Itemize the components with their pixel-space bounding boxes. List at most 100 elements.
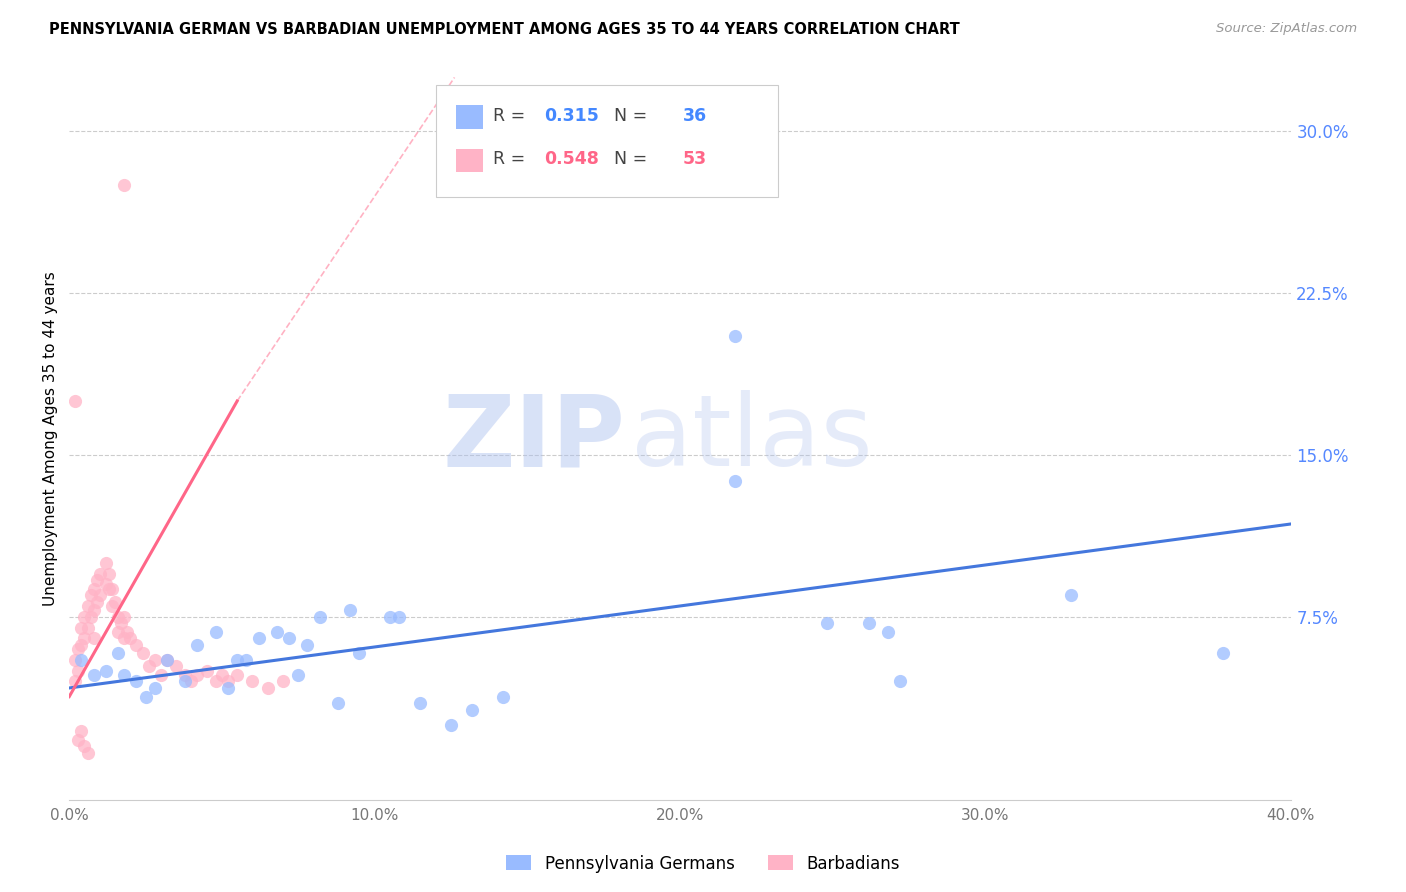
Point [278, 632, 301, 646]
Point [76, 599, 98, 613]
Text: N =: N = [603, 150, 652, 168]
Point [94, 556, 117, 570]
Point [94, 577, 117, 591]
Point [86, 595, 108, 609]
Y-axis label: Unemployment Among Ages 35 to 44 years: Unemployment Among Ages 35 to 44 years [44, 271, 58, 607]
Point [271, 674, 294, 689]
Point [297, 638, 319, 652]
Point [378, 609, 401, 624]
Point [287, 668, 309, 682]
Point [143, 681, 166, 695]
Point [135, 690, 157, 704]
Point [226, 653, 249, 667]
Point [67, 732, 90, 747]
Point [1212, 647, 1234, 661]
Point [94, 664, 117, 678]
Text: N =: N = [603, 107, 652, 125]
Point [349, 647, 371, 661]
Point [70, 638, 93, 652]
Point [174, 668, 197, 682]
Point [724, 474, 747, 488]
Point [65, 653, 87, 667]
Point [195, 664, 218, 678]
Point [101, 599, 124, 613]
Point [143, 653, 166, 667]
Point [266, 624, 288, 639]
Point [97, 582, 120, 596]
Point [180, 674, 202, 689]
Point [65, 674, 87, 689]
Point [83, 603, 105, 617]
Point [815, 616, 838, 631]
Point [107, 609, 129, 624]
Point [70, 653, 93, 667]
Point [112, 668, 135, 682]
Point [120, 632, 142, 646]
Point [70, 621, 93, 635]
Point [156, 653, 179, 667]
Point [101, 582, 124, 596]
Point [235, 653, 257, 667]
Point [226, 668, 249, 682]
Point [242, 674, 264, 689]
Point [107, 624, 129, 639]
Point [876, 624, 898, 639]
Point [217, 674, 239, 689]
Text: 0.548: 0.548 [544, 150, 599, 168]
Point [204, 624, 226, 639]
Point [724, 329, 747, 343]
Point [1060, 588, 1083, 602]
Text: 36: 36 [682, 107, 706, 125]
Point [156, 653, 179, 667]
Point [186, 668, 208, 682]
Point [112, 178, 135, 193]
Text: 0.315: 0.315 [544, 107, 599, 125]
Point [107, 647, 129, 661]
Point [247, 632, 270, 646]
Point [83, 582, 105, 596]
Point [89, 566, 111, 581]
Point [112, 632, 135, 646]
Point [388, 609, 411, 624]
Point [211, 668, 233, 682]
Point [110, 616, 132, 631]
Point [117, 624, 139, 639]
Point [131, 647, 153, 661]
Text: ZIP: ZIP [441, 391, 626, 487]
Point [858, 616, 880, 631]
Point [149, 668, 172, 682]
Point [79, 588, 101, 602]
Text: Source: ZipAtlas.com: Source: ZipAtlas.com [1216, 22, 1357, 36]
Point [104, 595, 127, 609]
Point [308, 609, 330, 624]
Point [461, 702, 484, 716]
Text: 53: 53 [682, 150, 706, 168]
Text: R =: R = [494, 107, 531, 125]
Point [409, 696, 432, 710]
Point [339, 603, 361, 617]
Point [138, 659, 160, 673]
Point [83, 668, 105, 682]
Point [326, 696, 349, 710]
Point [217, 681, 239, 695]
Point [174, 674, 197, 689]
Point [67, 664, 90, 678]
Point [256, 681, 278, 695]
Point [76, 621, 98, 635]
Point [76, 746, 98, 760]
Point [67, 642, 90, 657]
Point [70, 724, 93, 739]
Point [73, 739, 96, 754]
Point [112, 609, 135, 624]
Point [889, 674, 911, 689]
Point [73, 609, 96, 624]
Point [492, 690, 515, 704]
Text: atlas: atlas [631, 391, 873, 487]
Point [73, 632, 96, 646]
Text: R =: R = [494, 150, 531, 168]
Point [186, 638, 208, 652]
Legend: Pennsylvania Germans, Barbadians: Pennsylvania Germans, Barbadians [499, 848, 907, 880]
Point [97, 566, 120, 581]
FancyBboxPatch shape [436, 85, 778, 197]
Point [83, 632, 105, 646]
